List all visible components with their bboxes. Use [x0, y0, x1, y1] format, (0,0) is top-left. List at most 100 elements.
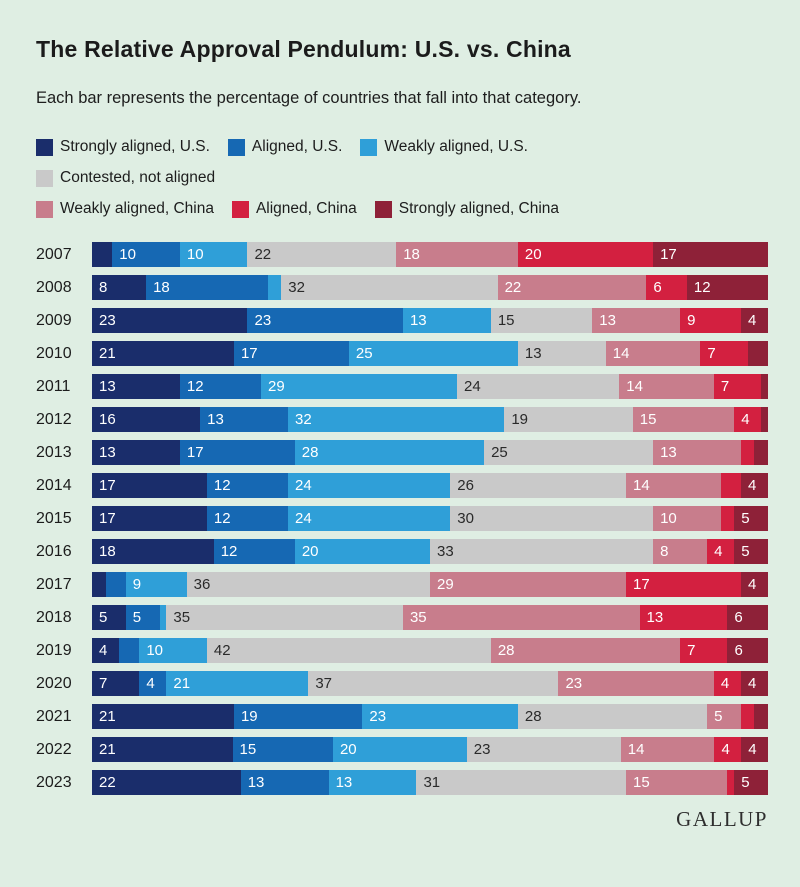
- segment-value: 13: [646, 609, 664, 626]
- chart-subtitle: Each bar represents the percentage of co…: [36, 89, 582, 107]
- bar-segment-contested: 37: [308, 671, 559, 696]
- segment-value: 7: [720, 378, 730, 395]
- bar-segment-aligned-us: 13: [200, 407, 289, 432]
- segment-value: 20: [301, 543, 319, 560]
- segment-value: 16: [99, 411, 116, 428]
- bar-segment-strongly-aligned-china: [754, 440, 768, 465]
- segment-value: 14: [627, 741, 645, 758]
- legend-label: Weakly aligned, China: [60, 200, 214, 217]
- bar-segment-aligned-us: 5: [125, 605, 160, 630]
- bar-segment-strongly-aligned-china: 4: [741, 737, 768, 762]
- bar-segment-aligned-china: [740, 440, 755, 465]
- year-label: 2017: [36, 575, 72, 593]
- bar-segment-strongly-aligned-china: [761, 407, 768, 432]
- year-label: 2010: [36, 344, 72, 362]
- bar-segment-weakly-aligned-us: 21: [166, 671, 309, 696]
- bar-segment-aligned-china: 4: [713, 671, 741, 696]
- bar-segment-strongly-aligned-china: 5: [734, 770, 768, 795]
- segment-value: 13: [335, 774, 353, 791]
- stacked-bar: 7 4 21 37 23 4 4: [92, 671, 769, 696]
- segment-value: 22: [504, 279, 522, 296]
- segment-value: 5: [741, 510, 750, 527]
- bar-segment-aligned-china: 4: [734, 407, 762, 432]
- segment-value: 19: [240, 708, 258, 725]
- bar-segment-aligned-china: 6: [646, 275, 687, 300]
- legend-swatch-icon: [36, 138, 53, 156]
- bar-segment-aligned-us: 10: [112, 242, 180, 267]
- segment-value: 7: [707, 345, 716, 362]
- bar-segment-aligned-us: 15: [232, 737, 333, 762]
- segment-value: 6: [734, 609, 743, 626]
- stacked-bar: 8 18 32 22 6 12: [92, 275, 768, 300]
- legend-item-weakly-aligned-us: Weakly aligned, U.S.: [360, 138, 528, 156]
- bar-segment-weakly-aligned-us: 25: [348, 341, 518, 366]
- segment-value: 23: [369, 708, 387, 725]
- bar-segment-strongly-aligned-china: 6: [727, 605, 768, 630]
- segment-value: 12: [220, 543, 238, 560]
- bar-segment-weakly-aligned-us: 24: [288, 473, 451, 498]
- bar-segment-contested: 22: [247, 242, 397, 267]
- bar-segment-weakly-aligned-china: 23: [558, 671, 714, 696]
- stacked-bar: 22 13 13 31 15 5: [92, 770, 768, 795]
- chart-row-2013: 2013 13 17 28 25 13: [36, 440, 768, 465]
- segment-value: 21: [173, 675, 191, 692]
- segment-value: 15: [497, 312, 515, 329]
- year-label: 2018: [36, 608, 72, 626]
- bar-segment-aligned-us: 12: [179, 374, 261, 399]
- segment-value: 25: [491, 444, 508, 461]
- bar-segment-contested: 32: [281, 275, 498, 300]
- bar-segment-weakly-aligned-china: 14: [626, 473, 721, 498]
- bar-segment-strongly-aligned-us: 21: [92, 737, 233, 762]
- bar-segment-strongly-aligned-china: [754, 704, 768, 729]
- segment-value: 24: [464, 378, 481, 395]
- legend-swatch-icon: [360, 138, 378, 156]
- bar-segment-contested: 31: [416, 770, 627, 795]
- bar-segment-strongly-aligned-us: 5: [92, 605, 126, 630]
- legend-label: Aligned, U.S.: [251, 138, 343, 155]
- stacked-bar: 18 12 20 33 8 4 5: [92, 539, 769, 564]
- bar-segment-contested: 30: [450, 506, 654, 531]
- segment-value: 32: [288, 279, 305, 296]
- bar-segment-aligned-us: 17: [233, 341, 349, 366]
- segment-value: 5: [714, 708, 723, 725]
- bar-segment-strongly-aligned-us: [92, 242, 113, 267]
- year-label: 2022: [36, 740, 72, 758]
- segment-value: 6: [653, 279, 662, 296]
- segment-value: 10: [146, 642, 164, 659]
- segment-value: 13: [247, 774, 265, 791]
- segment-value: 12: [213, 477, 231, 494]
- bar-segment-contested: 13: [517, 341, 606, 366]
- bar-segment-weakly-aligned-china: 14: [620, 737, 715, 762]
- segment-value: 4: [747, 576, 757, 593]
- bar-segment-weakly-aligned-china: 18: [396, 242, 518, 267]
- stacked-bar: 9 36 29 17 4: [92, 572, 769, 597]
- bar-segment-aligned-us: 23: [247, 308, 403, 333]
- stacked-bar: 4 10 42 28 7 6: [92, 638, 768, 663]
- bar-segment-strongly-aligned-us: 8: [92, 275, 147, 300]
- legend-row: Weakly aligned, China Aligned, China Stron…: [36, 200, 768, 218]
- chart-row-2008: 2008 8 18 32 22 6 12: [36, 275, 768, 300]
- segment-value: 22: [99, 774, 116, 791]
- footer: GALLUP: [36, 807, 768, 832]
- segment-value: 13: [409, 312, 427, 329]
- segment-value: 10: [660, 510, 677, 527]
- year-label: 2015: [36, 509, 72, 527]
- bar-segment-aligned-us: [119, 638, 140, 663]
- bar-segment-weakly-aligned-china: 29: [430, 572, 627, 597]
- bar-segment-aligned-china: [720, 506, 735, 531]
- stacked-bar: 16 13 32 19 15 4: [92, 407, 768, 432]
- bar-segment-strongly-aligned-us: [92, 572, 106, 597]
- bar-segment-contested: 15: [490, 308, 593, 333]
- segment-value: 35: [409, 609, 427, 626]
- bar-segment-weakly-aligned-us: [267, 275, 282, 300]
- segment-value: 25: [355, 345, 373, 362]
- bar-segment-strongly-aligned-china: [747, 341, 768, 366]
- bar-segment-weakly-aligned-us: 13: [328, 770, 417, 795]
- year-label: 2020: [36, 674, 72, 692]
- bar-segment-strongly-aligned-us: 23: [92, 308, 248, 333]
- segment-value: 23: [254, 312, 272, 329]
- bar-segment-weakly-aligned-us: 20: [332, 737, 467, 762]
- legend-swatch-icon: [36, 169, 53, 187]
- segment-value: 29: [268, 378, 285, 395]
- segment-value: 24: [295, 510, 312, 527]
